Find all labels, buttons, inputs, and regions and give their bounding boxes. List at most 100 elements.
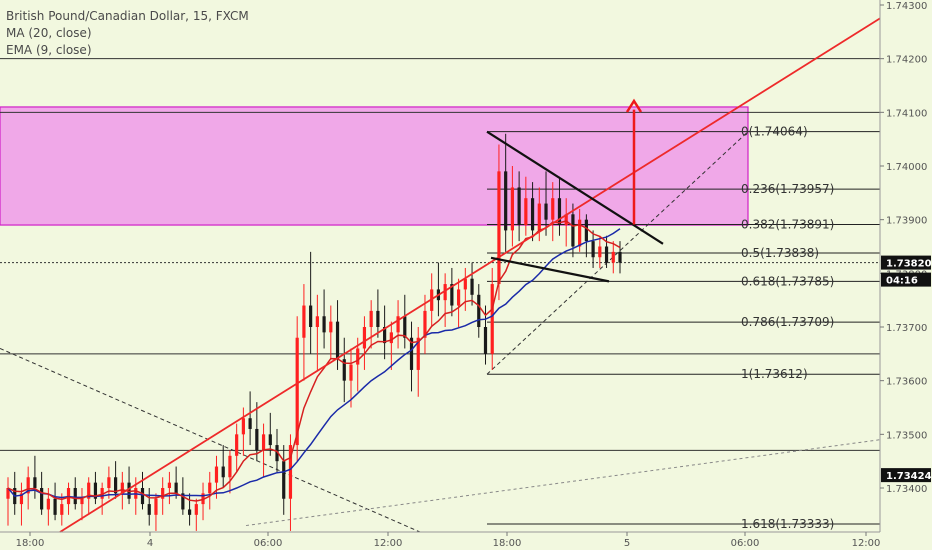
candle [396, 300, 400, 349]
chart-legend: British Pound/Canadian Dollar, 15, FXCM … [6, 9, 249, 57]
triangle-upper-line[interactable] [486, 130, 664, 245]
candle-body [93, 482, 98, 499]
price-tags: 1.73820 04:16 1.73424 [881, 255, 932, 483]
candle-body [26, 477, 30, 494]
ma-20-line [7, 228, 621, 499]
candle-body [100, 488, 104, 499]
candle [208, 471, 212, 510]
candle [383, 305, 387, 360]
candle-body [295, 337, 299, 446]
candle [33, 455, 37, 499]
candle-body [510, 187, 514, 231]
candle-body [544, 203, 548, 220]
fib-level-label: 1.618(1.73333) [741, 517, 834, 531]
time-tick-label: 06:00 [731, 538, 760, 549]
candle-body [174, 482, 178, 494]
candle [248, 391, 252, 446]
candle-body [194, 504, 198, 515]
candle [147, 488, 151, 526]
candle [6, 477, 10, 526]
candle [463, 267, 467, 311]
candle [19, 482, 24, 526]
candle-body [73, 488, 77, 505]
time-tick-label: 12:00 [374, 538, 403, 549]
candle-body [6, 488, 10, 499]
candle [389, 321, 393, 370]
triangle-lower-line[interactable] [490, 256, 610, 283]
candle [517, 171, 521, 242]
candle-body [107, 477, 111, 488]
candle [598, 235, 602, 268]
candle-body [530, 198, 535, 231]
candle-body [591, 241, 595, 258]
candle [241, 407, 245, 456]
candle-body [255, 428, 259, 451]
fib-level-label: 1(1.73612) [741, 367, 808, 381]
candle-body [167, 482, 172, 488]
candle-body [140, 488, 145, 505]
candle-body [114, 477, 118, 494]
candle [470, 262, 474, 306]
fibonacci-retracement[interactable]: 0(1.74064) 0.236(1.73957) 0.382(1.73891) 0.… [486, 125, 880, 531]
candle [309, 251, 313, 354]
candle [53, 482, 57, 521]
candle [611, 241, 615, 274]
candle-body [248, 418, 252, 429]
current-price-tag-bg [881, 255, 931, 270]
rising-trendline[interactable] [59, 17, 881, 533]
legend-ema: EMA (9, close) [6, 43, 92, 57]
candle-body [383, 327, 387, 344]
indicator-lines [7, 220, 621, 502]
candle-body [46, 498, 50, 510]
candle-body [604, 246, 609, 263]
level-price-tag-bg [881, 468, 931, 483]
candle [524, 176, 528, 236]
fib-level-label: 0.618(1.73785) [741, 274, 834, 288]
target-arrow-head[interactable] [625, 98, 643, 113]
candle-body [40, 488, 44, 510]
candle [423, 294, 427, 354]
candle [510, 166, 514, 247]
candle-body [127, 482, 131, 499]
price-tick-label: 1.73600 [886, 377, 927, 388]
candle [443, 273, 447, 327]
candle-body [275, 445, 279, 462]
candle [214, 455, 219, 499]
candle [551, 182, 555, 242]
candle-body [342, 359, 346, 381]
legend-ma: MA (20, close) [6, 26, 92, 40]
candle-body [80, 498, 84, 505]
candle [194, 498, 198, 531]
candle [120, 471, 124, 510]
fib-trend-dashed-line [486, 131, 749, 375]
candle [322, 289, 326, 349]
bar-countdown-tag-bg [881, 272, 931, 287]
fib-level-label: 0.5(1.73838) [741, 246, 819, 260]
candle [167, 471, 172, 505]
candle [618, 241, 622, 274]
candle-body [517, 187, 521, 226]
candle-body [524, 198, 528, 226]
candle-body [618, 251, 622, 263]
candle-body [349, 364, 353, 381]
candle [100, 482, 104, 515]
candle [282, 445, 286, 515]
candle-body [403, 316, 407, 338]
candle-body [53, 498, 57, 515]
fib-level-label: 0.236(1.73957) [741, 182, 834, 196]
candle-body [443, 284, 447, 301]
time-axis[interactable]: 18:00 4 06:00 12:00 18:00 5 06:00 12:00 [16, 532, 881, 549]
candle [342, 337, 346, 403]
candle-body [389, 332, 393, 344]
drawing-tools[interactable] [59, 17, 881, 533]
candle-body [33, 477, 37, 488]
candle [80, 488, 84, 521]
price-tick-label: 1.74000 [886, 162, 927, 173]
candlestick-series [6, 133, 622, 531]
time-tick-label: 18:00 [493, 538, 522, 549]
candle-body [19, 493, 24, 505]
candle-body [228, 455, 232, 478]
candle [26, 466, 30, 510]
